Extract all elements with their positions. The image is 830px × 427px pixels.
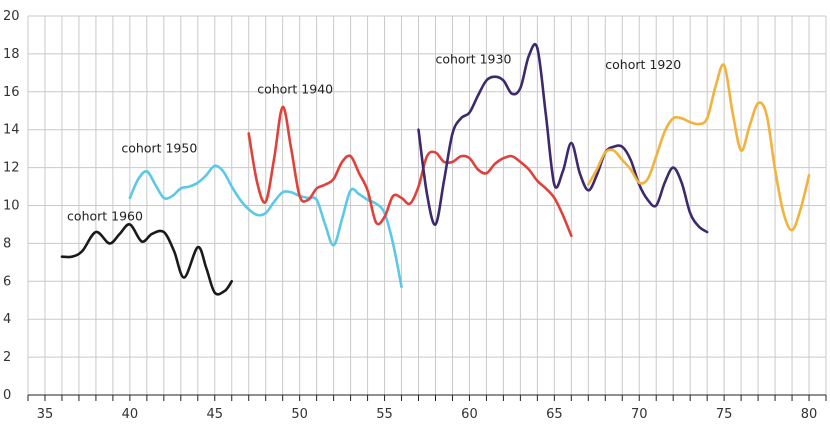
x-tick-label: 70 — [631, 407, 648, 422]
y-tick-label: 6 — [3, 274, 11, 289]
series-label-cohort-1920: cohort 1920 — [605, 57, 681, 72]
y-tick-label: 4 — [3, 312, 11, 327]
y-tick-label: 2 — [3, 350, 11, 365]
y-tick-label: 12 — [3, 161, 20, 176]
series-line-cohort-1940 — [247, 105, 573, 238]
y-tick-label: 20 — [3, 9, 20, 24]
series-lines — [60, 43, 811, 296]
y-tick-label: 14 — [3, 123, 20, 138]
series-line-cohort-1960 — [60, 223, 234, 296]
grid — [27, 15, 827, 395]
series-labels: cohort 1960 cohort 1950 cohort 1940 cohort … — [67, 51, 681, 223]
x-tick-label: 50 — [291, 407, 308, 422]
y-tick-label: 8 — [3, 236, 11, 251]
x-tick-label: 55 — [376, 407, 393, 422]
y-tick-label: 16 — [3, 85, 20, 100]
x-tick-label: 80 — [801, 407, 818, 422]
y-tick-label: 0 — [3, 388, 11, 403]
series-label-cohort-1940: cohort 1940 — [257, 82, 333, 97]
y-tick-label: 10 — [3, 199, 20, 214]
x-tick-label: 75 — [716, 407, 733, 422]
series-line-cohort-1930 — [417, 43, 709, 234]
series-line-cohort-1950 — [128, 164, 403, 289]
x-tick-label: 35 — [37, 407, 54, 422]
x-tick-label: 40 — [122, 407, 139, 422]
y-tick-label: 18 — [3, 47, 20, 62]
x-tick-label: 65 — [546, 407, 563, 422]
axes: 35 40 45 50 55 60 65 70 75 80 0 2 4 6 8 10 12 14 16 18 20 — [3, 9, 827, 422]
x-tick-label: 45 — [206, 407, 223, 422]
x-tick-label: 60 — [461, 407, 478, 422]
series-label-cohort-1930: cohort 1930 — [435, 51, 511, 66]
series-line-cohort-1920 — [587, 63, 811, 232]
series-label-cohort-1950: cohort 1950 — [121, 140, 197, 155]
series-label-cohort-1960: cohort 1960 — [67, 209, 143, 224]
